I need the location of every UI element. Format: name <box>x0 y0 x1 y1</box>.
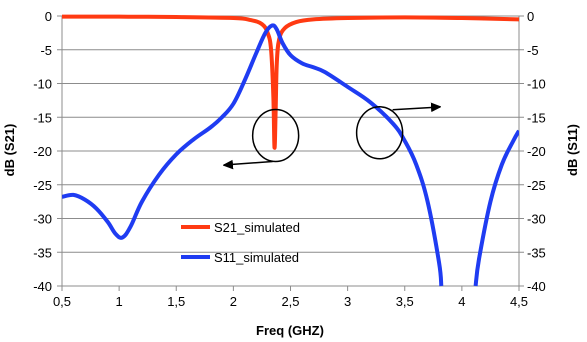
y-right-tick-label-2: -10 <box>527 77 546 92</box>
x-tick-label-5: 3 <box>344 294 351 309</box>
s11-line-segment-1 <box>62 23 444 287</box>
annotation-arrow-left <box>224 161 273 165</box>
x-tick-label-0: 0,5 <box>53 294 71 309</box>
y-right-tick-label-6: -30 <box>527 212 546 227</box>
x-tick-label-1: 1 <box>116 294 123 309</box>
annotation-circle-0 <box>251 108 300 163</box>
legend: S21_simulated S11_simulated <box>181 220 300 265</box>
legend-label-s11: S11_simulated <box>214 250 299 265</box>
legend-label-s21: S21_simulated <box>214 220 300 235</box>
y-left-tick-label-8: -40 <box>33 279 52 294</box>
y-left-tick-label-3: -15 <box>33 110 52 125</box>
y-right-tick-label-4: -20 <box>527 144 546 159</box>
y-left-tick-label-4: -20 <box>33 144 52 159</box>
x-tick-label-2: 1,5 <box>167 294 185 309</box>
annotation-circle-1 <box>355 106 404 160</box>
x-tick-label-8: 4,5 <box>510 294 528 309</box>
series-lines <box>62 14 519 287</box>
y-left-tick-label-2: -10 <box>33 77 52 92</box>
x-tick-label-4: 2,5 <box>281 294 299 309</box>
y-left-tick-label-7: -35 <box>33 245 52 260</box>
y-left-tick-label-0: 0 <box>45 9 52 24</box>
x-tick-label-7: 4 <box>458 294 465 309</box>
y-right-tick-label-8: -40 <box>527 279 546 294</box>
y-tick-labels-left: 0 -5 -10 -15 -20 -25 -30 -35 -40 <box>33 9 62 294</box>
y-tick-labels-right: 0 -5 -10 -15 -20 -25 -30 -35 -40 <box>519 9 546 294</box>
x-tick-label-3: 2 <box>230 294 237 309</box>
y-right-tick-label-0: 0 <box>527 9 534 24</box>
x-axis-title: Freq (GHZ) <box>256 323 324 338</box>
annotations <box>224 107 440 165</box>
y-right-tick-label-5: -25 <box>527 178 546 193</box>
s11-line-segment-2 <box>473 129 519 287</box>
y-axis-title-right: dB (S11) <box>565 124 580 176</box>
y-axis-title-left: dB (S21) <box>2 124 17 177</box>
s21-line <box>62 14 519 150</box>
y-right-tick-label-3: -15 <box>527 110 546 125</box>
x-tick-labels: 0,5 1 1,5 2 2,5 3 3,5 4 4,5 <box>53 286 528 309</box>
y-left-tick-label-1: -5 <box>40 43 52 58</box>
y-left-tick-label-6: -30 <box>33 212 52 227</box>
annotation-arrow-right <box>392 107 440 110</box>
y-right-tick-label-1: -5 <box>527 43 539 58</box>
y-left-tick-label-5: -25 <box>33 178 52 193</box>
y-right-tick-label-7: -35 <box>527 245 546 260</box>
x-tick-label-6: 3,5 <box>396 294 414 309</box>
